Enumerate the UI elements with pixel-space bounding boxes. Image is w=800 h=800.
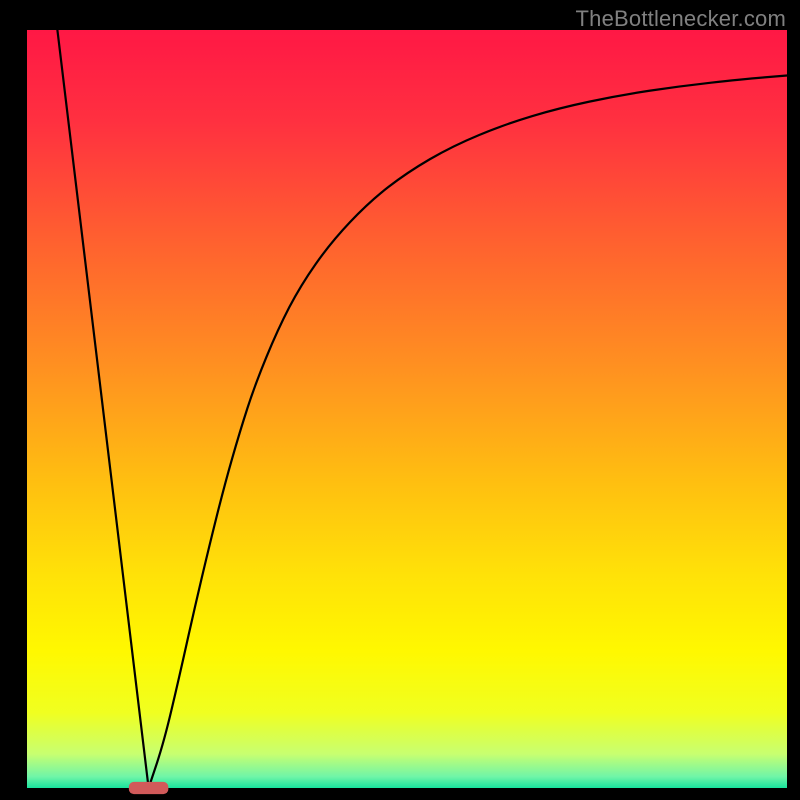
- plot-gradient-area: [27, 30, 787, 788]
- chart-root: TheBottlenecker.com: [0, 0, 800, 800]
- chart-svg: [0, 0, 800, 800]
- optimum-marker: [129, 782, 169, 794]
